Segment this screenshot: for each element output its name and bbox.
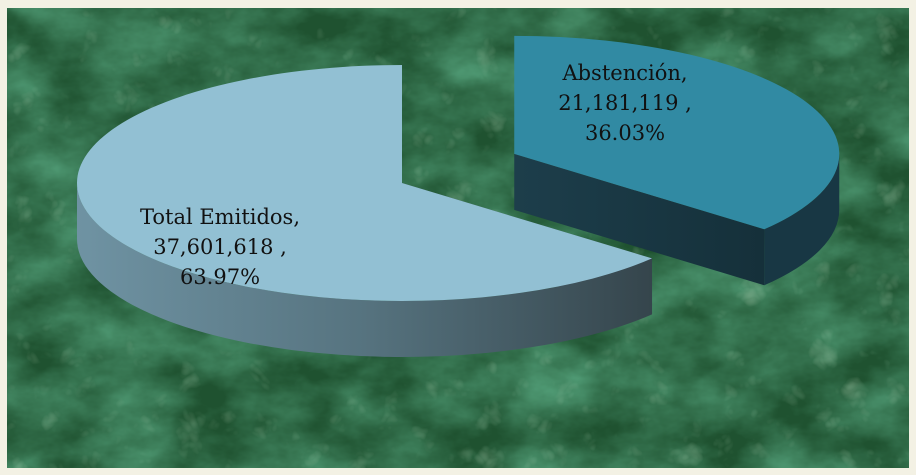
slice-emitidos-outer-wall <box>77 183 653 357</box>
label-abstencion: Abstención, 21,181,119 , 36.03% <box>558 61 692 145</box>
slice-emitidos <box>76 65 653 301</box>
slice-abstencion-outer-wall <box>764 153 840 286</box>
label-total-emitidos: Total Emitidos, 37,601,618 , 63.97% <box>140 205 300 289</box>
slice-abstencion-cut-end <box>514 153 765 286</box>
chart-frame: Total Emitidos, 37,601,618 , 63.97% Abstenc… <box>7 8 909 468</box>
pie-labels: Total Emitidos, 37,601,618 , 63.97% Abstenc… <box>140 61 692 289</box>
slice-abstencion <box>514 35 840 230</box>
pie-chart: Total Emitidos, 37,601,618 , 63.97% Abstenc… <box>7 8 909 468</box>
pie-slices <box>76 35 840 357</box>
